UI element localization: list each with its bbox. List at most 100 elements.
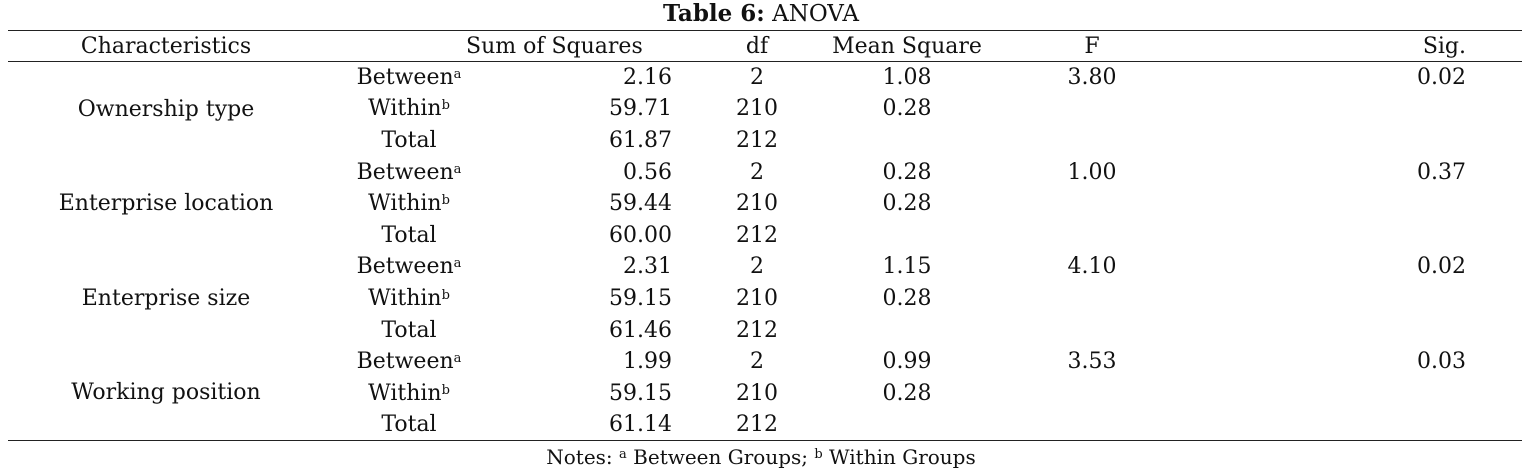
characteristic-cell: Ownership type	[77, 96, 255, 122]
table-body: Ownership type Betweena 2.16 2 1.08 3.80 0.02 W…	[8, 62, 1522, 441]
df-cell: 210	[736, 96, 778, 122]
table-row: Total 61.14 212	[8, 409, 1522, 441]
table-notes: Notes: a Between Groups; b Within Groups	[0, 444, 1522, 470]
sig-cell: 0.02	[1417, 65, 1466, 91]
df-cell: 210	[736, 285, 778, 311]
source-cell: Betweena	[324, 251, 494, 283]
f-cell	[1012, 188, 1172, 220]
source-label: Between	[356, 254, 454, 280]
source-label: Total	[381, 317, 437, 343]
table-row: Total 61.87 212	[8, 125, 1522, 157]
f-cell	[1012, 409, 1172, 441]
source-superscript: b	[441, 287, 450, 303]
table-caption: Table 6: ANOVA	[0, 0, 1522, 28]
note-b-mark: b	[814, 447, 823, 462]
source-cell: Total	[324, 219, 494, 251]
f-cell: 3.80	[1067, 65, 1117, 91]
source-label: Within	[368, 96, 442, 122]
anova-table: Characteristics Sum of Squares df Mean S…	[8, 30, 1522, 441]
mean-square-cell: 0.28	[882, 285, 932, 311]
source-label: Within	[368, 380, 442, 406]
characteristic-cell: Working position	[71, 380, 261, 406]
sum-of-squares-cell: 1.99	[623, 349, 672, 375]
sig-cell	[1172, 125, 1522, 157]
f-cell: 1.00	[1067, 159, 1117, 185]
df-cell: 212	[736, 317, 778, 343]
source-superscript: a	[453, 351, 462, 367]
table-row: Total 61.46 212	[8, 314, 1522, 346]
sig-cell	[1172, 377, 1522, 409]
df-cell: 212	[736, 412, 778, 438]
sig-cell	[1172, 283, 1522, 315]
sum-of-squares-cell: 59.15	[609, 285, 672, 311]
df-cell: 2	[750, 349, 764, 375]
f-cell: 3.53	[1067, 349, 1117, 375]
sig-cell	[1172, 219, 1522, 251]
f-cell	[1012, 377, 1172, 409]
mean-square-cell: 0.28	[882, 380, 932, 406]
sum-of-squares-cell: 60.00	[609, 222, 672, 248]
sum-of-squares-cell: 61.46	[609, 317, 672, 343]
mean-square-cell: 0.28	[882, 159, 932, 185]
mean-square-cell: 0.99	[882, 349, 932, 375]
sum-of-squares-cell: 59.44	[609, 191, 672, 217]
source-cell: Withinb	[324, 188, 494, 220]
table-row: Working position Betweena 1.99 2 0.99 3.53 0.0…	[8, 346, 1522, 405]
f-cell	[1012, 219, 1172, 251]
df-cell: 210	[736, 380, 778, 406]
notes-prefix: Notes:	[546, 445, 620, 469]
source-label: Total	[381, 412, 437, 438]
table-row: Withinb 59.15 210 0.28	[8, 377, 1522, 409]
sig-cell: 0.37	[1417, 159, 1466, 185]
mean-square-cell	[802, 409, 1012, 441]
f-cell	[1012, 93, 1172, 125]
source-cell: Total	[324, 409, 494, 441]
table-row: Ownership type Betweena 2.16 2 1.08 3.80 0.02	[8, 62, 1522, 122]
mean-square-cell: 1.15	[882, 254, 932, 280]
source-superscript: a	[453, 256, 462, 272]
sig-cell	[1172, 314, 1522, 346]
sig-cell	[1172, 188, 1522, 220]
source-superscript: b	[441, 98, 450, 114]
source-label: Between	[356, 65, 454, 91]
sig-cell	[1172, 409, 1522, 441]
sum-of-squares-cell: 2.31	[623, 254, 672, 280]
f-cell: 4.10	[1067, 254, 1117, 280]
source-label: Between	[356, 159, 454, 185]
mean-square-cell: 0.28	[882, 96, 932, 122]
table-row: Withinb 59.71 210 0.28	[8, 93, 1522, 125]
source-cell: Total	[324, 125, 494, 157]
source-label: Within	[368, 285, 442, 311]
source-cell: Betweena	[324, 346, 494, 378]
source-label: Between	[356, 349, 454, 375]
source-label: Total	[381, 127, 437, 153]
df-cell: 2	[750, 254, 764, 280]
table-row: Withinb 59.44 210 0.28	[8, 188, 1522, 220]
sum-of-squares-cell: 0.56	[623, 159, 672, 185]
sum-of-squares-cell: 59.15	[609, 380, 672, 406]
source-cell: Total	[324, 314, 494, 346]
sum-of-squares-cell: 2.16	[623, 65, 672, 91]
source-label: Total	[381, 222, 437, 248]
table-label: Table 6:	[663, 0, 765, 27]
table-title: ANOVA	[772, 1, 859, 27]
mean-square-cell	[802, 314, 1012, 346]
header-df: df	[745, 33, 769, 59]
f-cell	[1012, 125, 1172, 157]
sum-of-squares-cell: 59.71	[609, 96, 672, 122]
source-cell: Betweena	[324, 156, 494, 188]
mean-square-cell: 1.08	[882, 65, 932, 91]
sum-of-squares-cell: 61.87	[609, 127, 672, 153]
source-cell: Withinb	[324, 283, 494, 315]
df-cell: 212	[736, 127, 778, 153]
source-superscript: b	[441, 193, 450, 209]
header-mean-square: Mean Square	[832, 33, 982, 59]
mean-square-cell	[802, 125, 1012, 157]
header-sig: Sig.	[1422, 33, 1466, 59]
table-row: Withinb 59.15 210 0.28	[8, 283, 1522, 315]
header-f: F	[1084, 33, 1100, 59]
df-cell: 2	[750, 65, 764, 91]
source-superscript: a	[453, 161, 462, 177]
f-cell	[1012, 283, 1172, 315]
f-cell	[1012, 314, 1172, 346]
